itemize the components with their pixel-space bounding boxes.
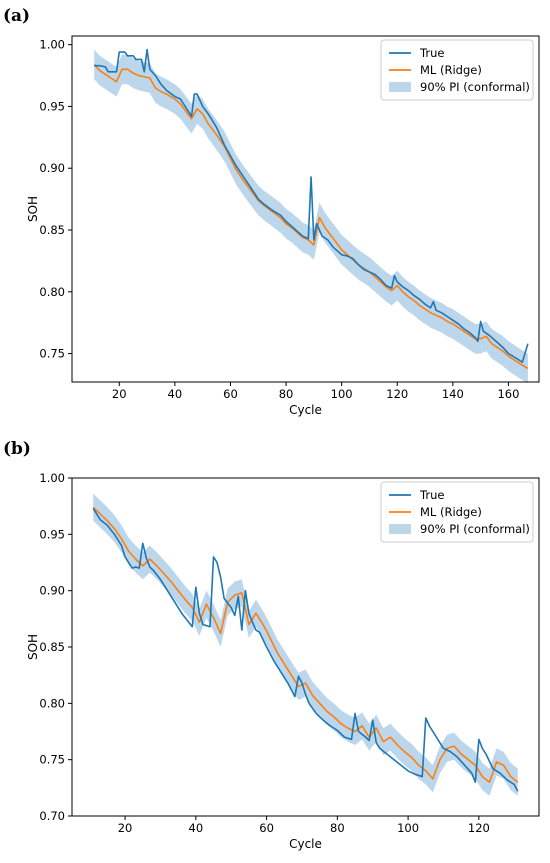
x-tick-label: 40 [168, 387, 183, 401]
y-axis-title: SOH [26, 634, 40, 660]
chart-a-svg: 20 40 60 80 100 120 140 160 0.75 0.80 0.85 0.90 0.95… [26, 35, 540, 417]
series-ml-ridge-line [93, 63, 529, 370]
legend-ml-ridge-label: ML (Ridge) [420, 63, 482, 77]
x-tick-label: 80 [330, 821, 345, 835]
legend-pi-band-label: 90% PI (conformal) [420, 522, 530, 536]
legend-true-label: True [419, 488, 444, 502]
legend-box [380, 39, 534, 101]
legend-true-label: True [419, 46, 444, 60]
y-tick-label: 0.90 [39, 584, 65, 598]
y-tick-label: 0.95 [39, 99, 65, 113]
y-tick-label: 0.70 [39, 809, 65, 823]
chart-panel-b: (b) 20 40 60 80 100 120 0.70 0.75 0.80 0.85 0.90 0.… [0, 433, 550, 863]
y-tick-label: 0.80 [39, 285, 65, 299]
x-tick-label: 100 [397, 821, 419, 835]
series-ml-ridge-line [92, 506, 519, 784]
x-tick-label: 20 [112, 387, 127, 401]
y-tick-label: 0.75 [39, 347, 65, 361]
x-tick-label: 60 [223, 387, 238, 401]
x-axis-title: Cycle [289, 837, 322, 851]
x-tick-label: 40 [189, 821, 204, 835]
y-tick-label: 0.75 [39, 753, 65, 767]
x-tick-label: 100 [331, 387, 353, 401]
y-tick-label: 1.00 [39, 471, 65, 485]
series-true-line [92, 507, 519, 792]
x-tick-label: 160 [497, 387, 519, 401]
y-axis-title: SOH [26, 196, 40, 222]
chart-panel-a: (a) 20 40 60 80 100 120 140 160 0.75 0.80 0.85 0.90… [0, 0, 550, 430]
x-tick-label: 120 [386, 387, 408, 401]
x-tick-label: 60 [259, 821, 274, 835]
legend-pi-band-label: 90% PI (conformal) [420, 80, 530, 94]
legend-pi-band-swatch [389, 82, 411, 92]
x-tick-label: 140 [442, 387, 464, 401]
legend-box [380, 481, 534, 543]
y-tick-label: 0.90 [39, 161, 65, 175]
y-tick-label: 0.80 [39, 696, 65, 710]
x-tick-label: 80 [279, 387, 294, 401]
y-tick-label: 0.85 [39, 640, 65, 654]
x-tick-label: 120 [468, 821, 490, 835]
x-tick-label: 20 [118, 821, 133, 835]
panel-label: (b) [3, 439, 31, 459]
panel-label: (a) [3, 6, 31, 26]
x-axis-title: Cycle [289, 403, 322, 417]
series-true-line [94, 48, 529, 364]
chart-b-svg: 20 40 60 80 100 120 0.70 0.75 0.80 0.85 0.90 0.95 1.… [26, 471, 540, 851]
y-tick-label: 0.95 [39, 527, 65, 541]
legend-pi-band-swatch [389, 524, 411, 534]
y-tick-label: 0.85 [39, 223, 65, 237]
y-tick-label: 1.00 [39, 38, 65, 52]
legend-ml-ridge-label: ML (Ridge) [420, 505, 482, 519]
plot-frame [71, 35, 540, 383]
